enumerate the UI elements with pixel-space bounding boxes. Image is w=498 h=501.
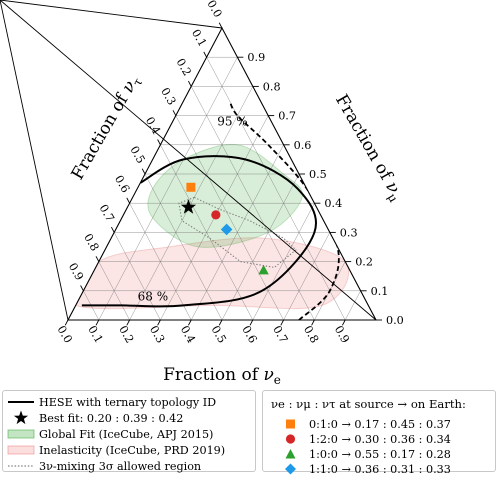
axis-label-mu: Fraction of νμ bbox=[329, 91, 407, 205]
grid-line-e bbox=[221, 173, 300, 321]
grid-line-tau bbox=[129, 203, 192, 321]
green-triangle-icon bbox=[273, 446, 309, 462]
legend-item-inel: Inelasticity (IceCube, PRD 2019) bbox=[3, 442, 225, 458]
tick-label-e: 0.7 bbox=[270, 324, 290, 346]
tick-label-tau: 0.8 bbox=[81, 232, 101, 254]
legend-source-item-1: 1:2:0 → 0.30 : 0.36 : 0.34 bbox=[273, 431, 451, 447]
tick-label-tau: 0.5 bbox=[127, 144, 147, 166]
grid-line-e bbox=[252, 203, 315, 321]
tick-label-mu: 0.3 bbox=[340, 226, 358, 239]
tick-label-mu: 0.8 bbox=[263, 80, 281, 93]
legend-item-mix: 3ν-mixing 3σ allowed region bbox=[3, 458, 201, 474]
source-point-2 bbox=[258, 264, 269, 275]
mixing-region-outline bbox=[178, 196, 297, 268]
tick-label-tau: 0.3 bbox=[158, 86, 178, 108]
orange-square-icon bbox=[273, 416, 309, 432]
tick-label-e: 0.8 bbox=[301, 324, 321, 346]
source-point-3 bbox=[220, 223, 233, 236]
legend-label-inel: Inelasticity (IceCube, PRD 2019) bbox=[39, 443, 226, 457]
tick-label-mu: 0.1 bbox=[371, 285, 389, 298]
legend-source-item-2: 1:0:0 → 0.55 : 0.17 : 0.28 bbox=[273, 446, 451, 462]
contour-68 bbox=[81, 155, 317, 308]
best-fit-star bbox=[180, 199, 197, 214]
tick-label-e: 0.5 bbox=[209, 324, 229, 346]
legend-item-hese: HESE with ternary topology ID bbox=[3, 394, 216, 410]
tick-label-mu: 0.6 bbox=[294, 139, 312, 152]
tick-label-e: 0.0 bbox=[55, 324, 75, 346]
contour-label-95: 95 % bbox=[217, 114, 248, 128]
legend-source-label-2: 1:0:0 → 0.55 : 0.17 : 0.28 bbox=[309, 447, 451, 461]
axis-label-tau: Fraction of ντ bbox=[68, 71, 146, 184]
tick-label-mu: 0.0 bbox=[386, 314, 404, 327]
legend-source-label-1: 1:2:0 → 0.30 : 0.36 : 0.34 bbox=[309, 432, 451, 446]
tick-label-tau: 0.6 bbox=[112, 173, 132, 195]
grid-line-e bbox=[98, 57, 238, 321]
source-point-0 bbox=[186, 182, 196, 192]
legend-source-label-3: 1:1:0 → 0.36 : 0.31 : 0.33 bbox=[309, 462, 451, 476]
legend-source-title: νe : νμ : ντ at source → on Earth: bbox=[271, 397, 466, 411]
tick-label-tau: 0.7 bbox=[97, 202, 117, 224]
tick-label-e: 0.9 bbox=[332, 324, 352, 346]
legend-label-best: Best fit: 0.20 : 0.39 : 0.42 bbox=[39, 411, 184, 425]
tick-label-e: 0.4 bbox=[178, 324, 198, 346]
tick-label-mu: 0.5 bbox=[309, 168, 327, 181]
tick-label-tau: 0.0 bbox=[204, 0, 224, 20]
source-point-1 bbox=[211, 210, 221, 220]
legend-label-global: Global Fit (IceCube, APJ 2015) bbox=[39, 427, 214, 441]
legend-main: HESE with ternary topology ID Best fit: … bbox=[2, 390, 256, 474]
legend-item-global: Global Fit (IceCube, APJ 2015) bbox=[3, 426, 213, 442]
grid-line-e bbox=[344, 290, 361, 321]
tick-label-tau: 0.2 bbox=[174, 56, 194, 78]
tick-label-mu: 0.9 bbox=[247, 51, 265, 64]
grid-line-tau bbox=[144, 173, 223, 321]
tick-label-e: 1.0 bbox=[0, 0, 9, 3]
legend-label-mix: 3ν-mixing 3σ allowed region bbox=[39, 459, 202, 473]
legend-source-label-0: 0:1:0 → 0.17 : 0.45 : 0.37 bbox=[309, 417, 451, 431]
tick-label-tau: 0.1 bbox=[189, 27, 209, 49]
tick-label-mu: 1.0 bbox=[0, 0, 18, 3]
legend-pink-patch-icon bbox=[3, 442, 39, 458]
tick-label-tau: 0.4 bbox=[143, 115, 163, 137]
legend-line-icon bbox=[3, 394, 39, 410]
red-circle-icon bbox=[273, 431, 309, 447]
legend-source-item-0: 0:1:0 → 0.17 : 0.45 : 0.37 bbox=[273, 416, 451, 432]
axis-label-e: Fraction of νe bbox=[163, 365, 281, 387]
grid-line-tau bbox=[206, 57, 346, 321]
legend-green-patch-icon bbox=[3, 426, 39, 442]
tick-label-e: 0.3 bbox=[147, 324, 167, 346]
legend-source-item-3: 1:1:0 → 0.36 : 0.31 : 0.33 bbox=[273, 461, 451, 477]
tick-label-e: 0.2 bbox=[116, 324, 136, 346]
legend-label-hese: HESE with ternary topology ID bbox=[39, 395, 217, 409]
legend-source: νe : νμ : ντ at source → on Earth: 0:1:0… bbox=[262, 390, 496, 476]
tick-label-mu: 0.4 bbox=[324, 197, 342, 210]
tick-label-e: 0.1 bbox=[85, 324, 105, 346]
grid-line-e bbox=[283, 232, 331, 321]
blue-diamond-icon bbox=[273, 461, 309, 477]
grid-line-tau bbox=[98, 261, 130, 321]
legend-star-icon bbox=[3, 410, 39, 426]
tick-label-mu: 0.2 bbox=[355, 256, 373, 269]
grid-line-tau bbox=[175, 115, 284, 321]
legend-dotted-line-icon bbox=[3, 458, 39, 474]
tick-label-mu: 0.7 bbox=[278, 110, 296, 123]
tick-label-tau: 0.9 bbox=[66, 261, 86, 283]
legend-item-best: Best fit: 0.20 : 0.39 : 0.42 bbox=[3, 410, 183, 426]
contour-label-68: 68 % bbox=[138, 289, 169, 303]
tick-label-e: 0.6 bbox=[239, 324, 259, 346]
